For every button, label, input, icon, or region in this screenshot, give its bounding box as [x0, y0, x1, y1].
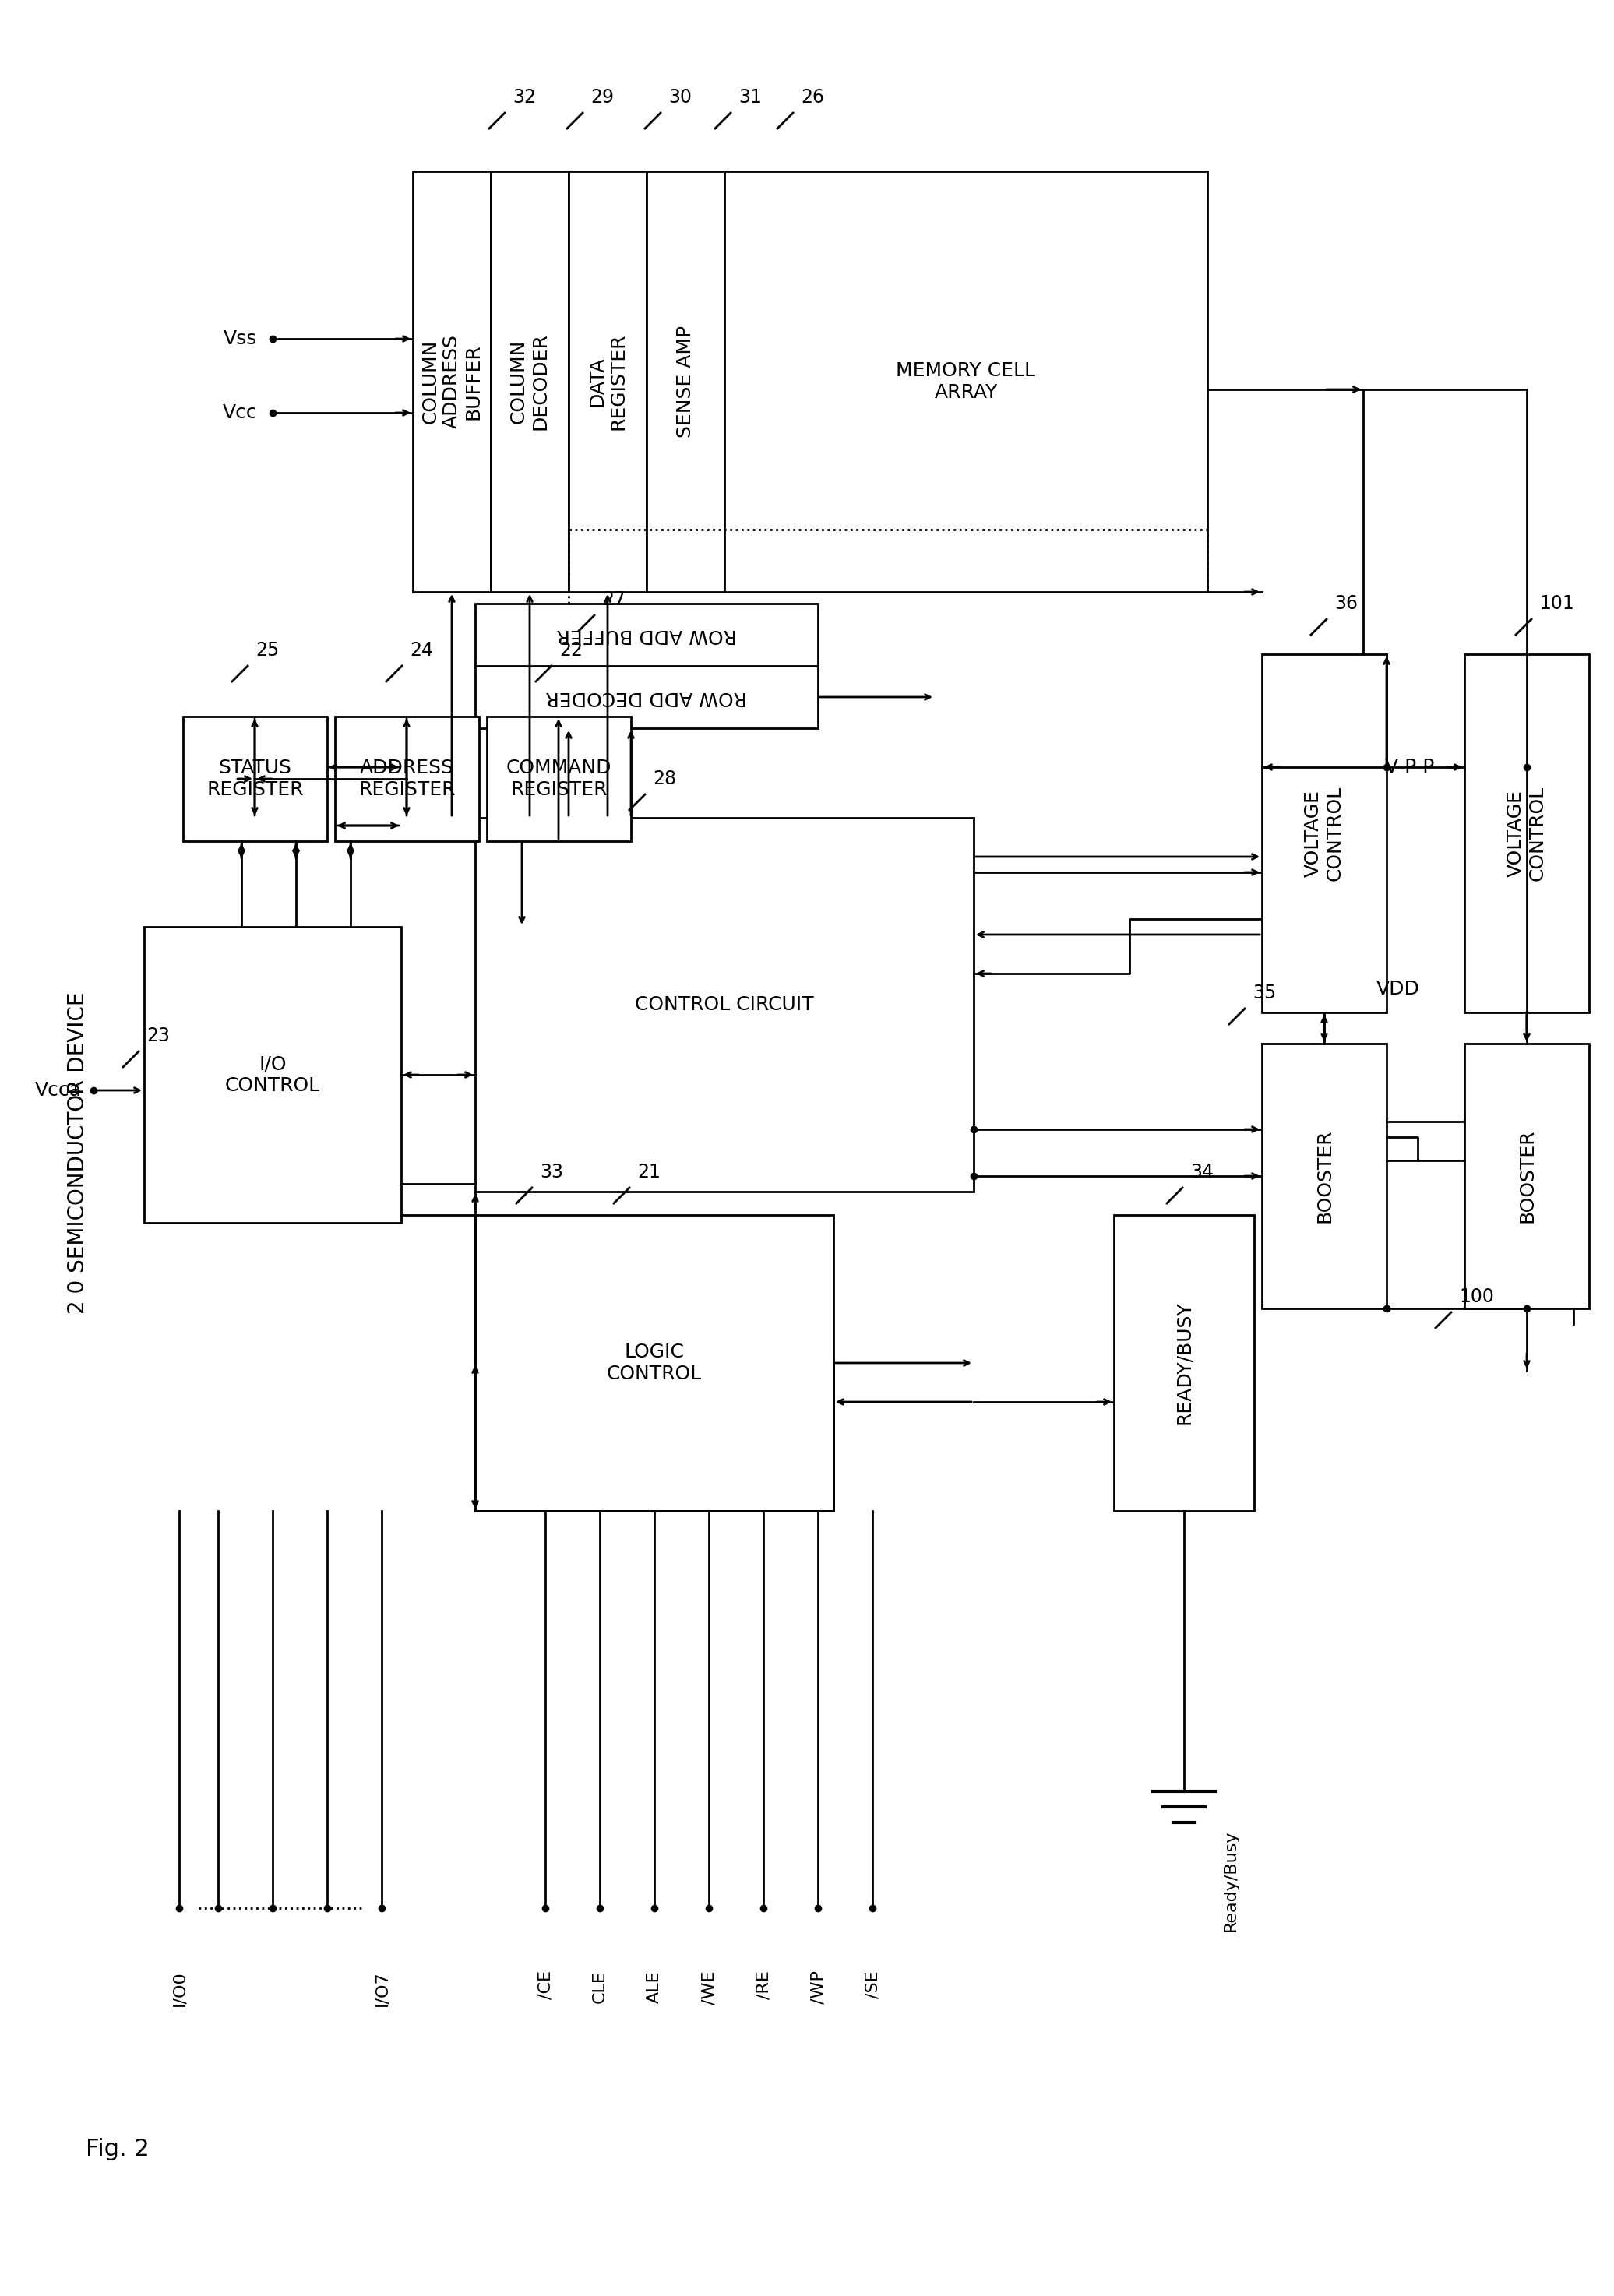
Bar	[1262, 654, 1386, 1013]
Text: MEMORY CELL
ARRAY: MEMORY CELL ARRAY	[896, 360, 1036, 402]
Text: Fig. 2: Fig. 2	[86, 2138, 150, 2161]
Text: ALE: ALE	[647, 1970, 662, 2002]
Bar	[475, 666, 818, 728]
Text: /WE: /WE	[700, 1970, 717, 2004]
Text: ADDRESS
REGISTER: ADDRESS REGISTER	[358, 758, 455, 799]
Text: VDD: VDD	[1377, 980, 1420, 999]
Text: 100: 100	[1459, 1288, 1495, 1306]
Bar	[182, 716, 328, 840]
Text: /RE: /RE	[755, 1970, 771, 2000]
Text: 27: 27	[602, 590, 626, 608]
Text: DATA
REGISTER: DATA REGISTER	[587, 333, 628, 429]
Text: STATUS
REGISTER: STATUS REGISTER	[207, 758, 303, 799]
Text: BOOSTER: BOOSTER	[1315, 1130, 1333, 1224]
Text: Vcc: Vcc	[223, 404, 257, 422]
Text: Vcca: Vcca	[36, 1081, 82, 1100]
Text: 101: 101	[1540, 595, 1574, 613]
Text: LOGIC
CONTROL: LOGIC CONTROL	[607, 1343, 702, 1382]
Bar	[144, 928, 402, 1224]
Text: 35: 35	[1252, 983, 1277, 1003]
Text: 23: 23	[147, 1026, 169, 1045]
Text: 24: 24	[410, 641, 433, 659]
Text: 28: 28	[652, 769, 676, 788]
Text: ROW ADD DECODER: ROW ADD DECODER	[546, 689, 747, 707]
Text: V P P: V P P	[1385, 758, 1435, 776]
Text: READY/BUSY: READY/BUSY	[1175, 1302, 1193, 1426]
Text: I/O
CONTROL: I/O CONTROL	[224, 1054, 320, 1095]
Text: 34: 34	[1190, 1162, 1214, 1182]
Text: 31: 31	[739, 87, 762, 106]
Text: 33: 33	[539, 1162, 563, 1182]
Text: 32: 32	[513, 87, 536, 106]
Text: 26: 26	[801, 87, 825, 106]
Text: 29: 29	[591, 87, 613, 106]
Text: I/O0: I/O0	[171, 1970, 187, 2007]
Text: VOLTAGE
CONTROL: VOLTAGE CONTROL	[1506, 785, 1546, 882]
Text: Vss: Vss	[223, 328, 257, 349]
Bar	[1262, 1045, 1386, 1309]
Text: 22: 22	[560, 641, 583, 659]
Bar	[568, 172, 647, 592]
Bar	[413, 172, 491, 592]
Bar	[475, 604, 818, 666]
Text: COMMAND
REGISTER: COMMAND REGISTER	[507, 758, 612, 799]
Text: COLUMN
ADDRESS
BUFFER: COLUMN ADDRESS BUFFER	[421, 335, 483, 429]
Text: Ready/Busy: Ready/Busy	[1223, 1830, 1238, 1931]
Text: SENSE AMP: SENSE AMP	[676, 326, 696, 439]
Bar	[1464, 654, 1590, 1013]
Bar	[475, 1215, 833, 1511]
Bar	[475, 817, 973, 1192]
Text: /SE: /SE	[865, 1970, 880, 1998]
Bar	[491, 172, 568, 592]
Text: CLE: CLE	[592, 1970, 607, 2002]
Bar	[336, 716, 479, 840]
Text: ROW ADD BUFFER: ROW ADD BUFFER	[557, 625, 736, 645]
Text: /CE: /CE	[537, 1970, 554, 2000]
Text: BOOSTER: BOOSTER	[1517, 1130, 1537, 1224]
Text: 2 0 SEMICONDUCTOR DEVICE: 2 0 SEMICONDUCTOR DEVICE	[68, 992, 89, 1313]
Bar	[1464, 1045, 1590, 1309]
Bar	[647, 172, 725, 592]
Text: 36: 36	[1335, 595, 1357, 613]
Text: I/O7: I/O7	[374, 1970, 389, 2007]
Text: 30: 30	[668, 87, 692, 106]
Text: 25: 25	[255, 641, 279, 659]
Bar	[1114, 1215, 1254, 1511]
Text: /WP: /WP	[810, 1970, 826, 2004]
Bar	[487, 716, 631, 840]
Text: COLUMN
DECODER: COLUMN DECODER	[510, 333, 550, 429]
Bar	[725, 172, 1207, 592]
Text: VOLTAGE
CONTROL: VOLTAGE CONTROL	[1304, 785, 1344, 882]
Text: 21: 21	[638, 1162, 660, 1182]
Text: CONTROL CIRCUIT: CONTROL CIRCUIT	[634, 996, 813, 1015]
